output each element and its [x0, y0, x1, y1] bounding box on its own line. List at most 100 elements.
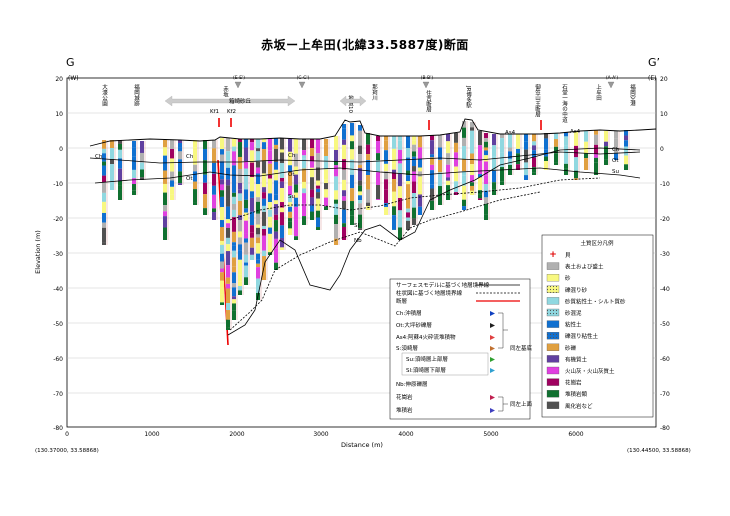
- soil-legend: 土質区分凡例 + 貝表土および盛土砂礫混り砂砂質粘性土・シルト質砂砂混泥粘性土礫混…: [541, 234, 654, 418]
- legend-line-label: サーフェスモデルに基づく地層境界線: [396, 281, 490, 289]
- borehole-segment: [268, 209, 272, 217]
- unit-label: Ot: [612, 158, 619, 164]
- borehole-segment: [280, 138, 284, 150]
- y-axis-left: 20 10 0 -10 -20 -30 -40 -50 -60 -70 -80: [53, 76, 63, 432]
- y-tick-label: -10: [660, 181, 670, 188]
- soil-legend-label: 貝: [565, 252, 571, 259]
- borehole-segment: [324, 139, 328, 145]
- borehole-segment: [178, 147, 182, 152]
- borehole-segment: [220, 190, 224, 197]
- borehole-segment: [594, 154, 598, 158]
- borehole-segment: [232, 196, 236, 205]
- triangle-marker-icon: [490, 408, 495, 413]
- borehole-segment: [280, 149, 284, 153]
- borehole-segment: [478, 145, 482, 161]
- unit-label: Su: [288, 194, 295, 200]
- borehole-segment: [478, 160, 482, 175]
- borehole-segment: [398, 210, 402, 215]
- borehole-segment: [232, 242, 236, 246]
- soil-legend-title: 土質区分凡例: [580, 239, 614, 247]
- soil-swatch: [546, 320, 560, 328]
- borehole-segment: [193, 140, 197, 148]
- borehole-segment: [132, 169, 136, 179]
- borehole-segment: [478, 177, 482, 191]
- borehole-segment: [302, 168, 306, 182]
- borehole-segment: [268, 240, 272, 253]
- borehole-segment: [220, 253, 224, 262]
- borehole-segment: [366, 133, 370, 145]
- borehole-segment: [238, 156, 242, 169]
- borehole-segment: [446, 153, 450, 165]
- borehole-segment: [492, 182, 496, 190]
- borehole-segment: [238, 259, 242, 275]
- borehole-segment: [302, 193, 306, 204]
- borehole-segment: [102, 182, 106, 193]
- borehole-segment: [163, 211, 167, 217]
- borehole-segment: [392, 206, 396, 216]
- borehole-segment: [406, 217, 410, 221]
- borehole-segment: [342, 200, 346, 210]
- borehole-segment: [492, 192, 496, 195]
- borehole-segment: [430, 200, 434, 210]
- kf1-label: Kf1: [210, 109, 219, 115]
- borehole-segment: [232, 287, 236, 297]
- borehole-segment: [226, 167, 230, 180]
- borehole-segment: [564, 168, 568, 175]
- unit-label: Ch: [288, 153, 296, 159]
- triangle-marker-icon: [490, 335, 495, 340]
- borehole-segment: [462, 199, 466, 207]
- borehole-segment: [438, 186, 442, 195]
- borehole-segment: [532, 167, 536, 173]
- borehole-segment: [118, 168, 122, 181]
- borehole-segment: [418, 206, 422, 215]
- borehole-segment: [324, 156, 328, 162]
- borehole-segment: [250, 139, 254, 143]
- x-tick-label: 5000: [483, 431, 498, 438]
- unit-label: As4: [570, 129, 581, 135]
- borehole-segment: [232, 272, 236, 284]
- borehole-segment: [178, 143, 182, 148]
- borehole-segment: [256, 173, 260, 185]
- x-tick-label: 6000: [568, 431, 583, 438]
- borehole-segment: [358, 200, 362, 204]
- borehole-segment: [280, 177, 284, 182]
- borehole-segment: [102, 175, 106, 183]
- borehole-segment: [274, 204, 278, 215]
- borehole-segment: [256, 139, 260, 149]
- soil-swatch: [546, 366, 560, 375]
- borehole-segment: [262, 235, 266, 251]
- borehole-segment: [232, 139, 236, 147]
- borehole-segment: [250, 225, 254, 233]
- unit-label: Su: [612, 169, 619, 175]
- borehole-segment: [564, 145, 568, 155]
- borehole-segment: [516, 134, 520, 142]
- borehole-segment: [132, 184, 136, 191]
- borehole-segment: [262, 192, 266, 199]
- borehole-segment: [446, 177, 450, 181]
- borehole-segment: [392, 215, 396, 230]
- borehole-segment: [268, 193, 272, 203]
- borehole-segment: [118, 185, 122, 190]
- page-title: 赤坂ー上牟田(北緯33.5887度)断面: [261, 38, 469, 52]
- borehole-segment: [516, 141, 520, 149]
- borehole-segment: [268, 227, 272, 234]
- borehole-segment: [163, 140, 167, 148]
- borehole-segment: [310, 148, 314, 157]
- legend-stratum-label: As4:阿蘇4火砕流堆積物: [396, 333, 456, 341]
- borehole-segment: [462, 127, 466, 138]
- borehole-segment: [500, 181, 504, 185]
- borehole-segment: [250, 247, 254, 255]
- soil-swatch-pattern: [547, 309, 559, 316]
- borehole-segment: [262, 142, 266, 150]
- borehole-segment: [238, 168, 242, 183]
- borehole-segment: [406, 157, 410, 171]
- borehole-segment: [564, 163, 568, 169]
- borehole-segment: [262, 228, 266, 236]
- borehole-segment: [392, 179, 396, 192]
- borehole-segment: [170, 186, 174, 195]
- borehole-segment: [212, 208, 216, 213]
- borehole-segment: [262, 198, 266, 206]
- borehole-segment: [392, 169, 396, 173]
- borehole-segment: [232, 151, 236, 166]
- legend-line-label: 柱状図に基づく地層境界線: [396, 289, 463, 297]
